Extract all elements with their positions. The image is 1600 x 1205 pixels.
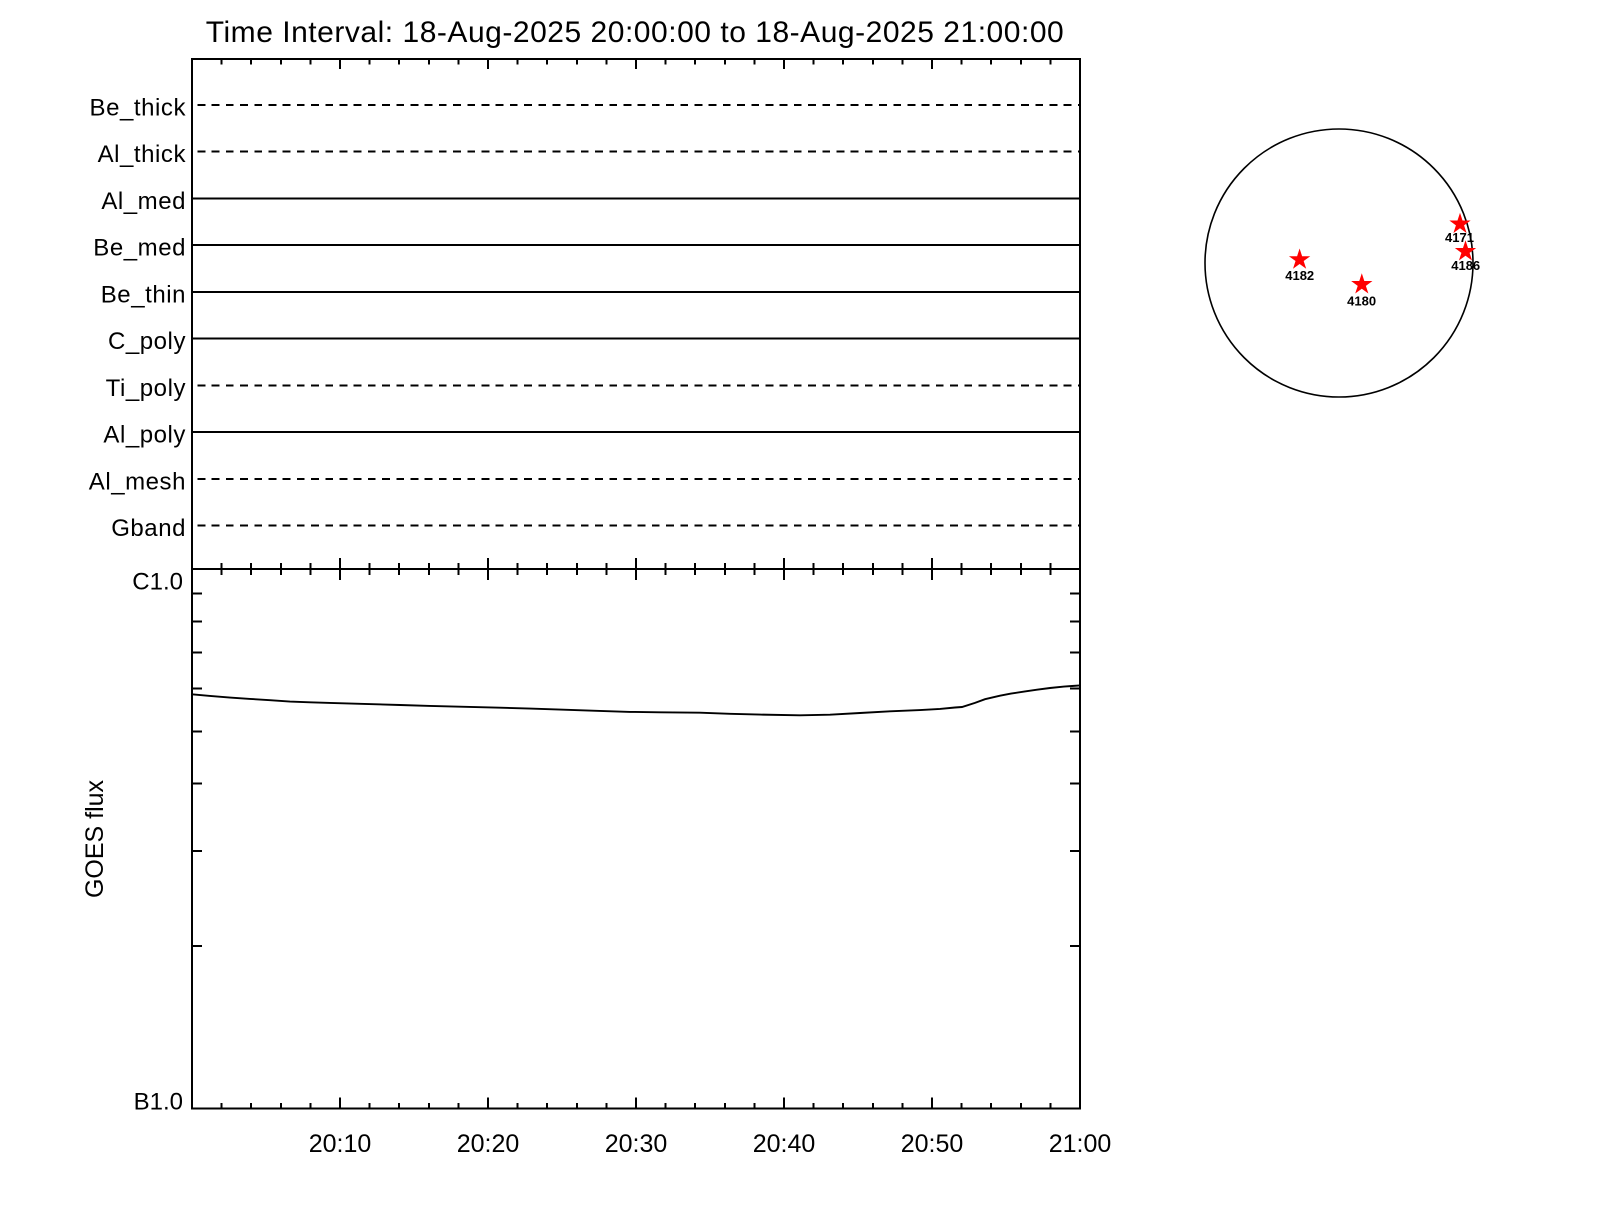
svg-text:20:10: 20:10 [309, 1130, 372, 1158]
svg-text:20:30: 20:30 [605, 1130, 668, 1158]
svg-text:Be_thick: Be_thick [90, 94, 187, 121]
svg-text:Al_mesh: Al_mesh [89, 468, 186, 495]
svg-text:21:00: 21:00 [1049, 1130, 1112, 1158]
svg-text:4182: 4182 [1285, 268, 1314, 283]
svg-text:Be_med: Be_med [93, 235, 186, 262]
svg-text:20:50: 20:50 [901, 1130, 964, 1158]
svg-text:C_poly: C_poly [108, 328, 186, 355]
svg-text:4180: 4180 [1347, 293, 1376, 308]
svg-text:GOES flux: GOES flux [81, 779, 109, 898]
svg-text:Al_thick: Al_thick [98, 141, 187, 168]
svg-text:Gband: Gband [111, 515, 186, 542]
svg-text:Al_med: Al_med [101, 188, 186, 215]
svg-text:B1.0: B1.0 [134, 1089, 183, 1116]
svg-text:20:20: 20:20 [457, 1130, 520, 1158]
svg-text:Be_thin: Be_thin [101, 281, 186, 308]
svg-text:20:40: 20:40 [753, 1130, 816, 1158]
svg-text:C1.0: C1.0 [132, 569, 183, 596]
svg-text:Al_poly: Al_poly [103, 422, 186, 449]
svg-text:4171: 4171 [1445, 230, 1474, 245]
svg-text:4186: 4186 [1451, 258, 1480, 273]
svg-text:Time Interval: 18-Aug-2025 20:: Time Interval: 18-Aug-2025 20:00:00 to 1… [206, 16, 1064, 49]
svg-text:Ti_poly: Ti_poly [106, 375, 186, 402]
